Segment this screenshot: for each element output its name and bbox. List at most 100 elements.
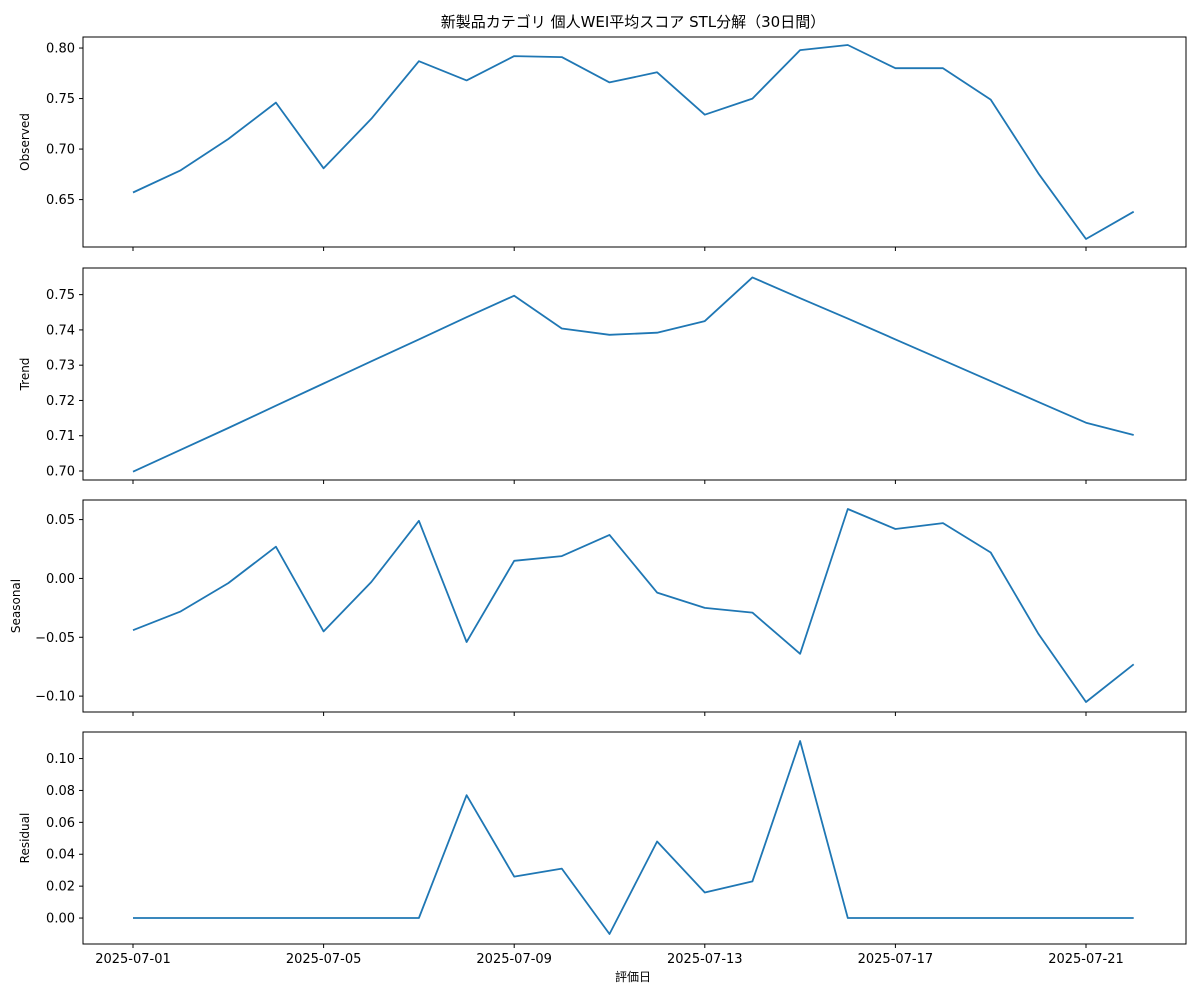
data-point [132, 629, 134, 631]
y-tick-label: 0.75 [46, 92, 75, 107]
data-point [609, 334, 611, 336]
data-point [370, 118, 372, 120]
data-point [656, 592, 658, 594]
data-point [1085, 422, 1087, 424]
panel-frame [82, 731, 1187, 945]
y-tick-label: 0.72 [46, 394, 75, 409]
panel-residual: 0.10 0.08 0.06 0.04 0.02 0.00 Residual [18, 731, 1187, 948]
data-point [227, 917, 229, 919]
data-point [1133, 211, 1135, 213]
data-point [370, 360, 372, 362]
data-point [942, 67, 944, 69]
data-point [799, 653, 801, 655]
data-point [656, 840, 658, 842]
x-tick-label: 2025-07-13 [667, 952, 743, 967]
panel-observed: 0.65 0.70 0.75 0.80 Observed [18, 36, 1187, 251]
x-tick-label: 2025-07-05 [286, 952, 362, 967]
data-point [132, 917, 134, 919]
data-point [466, 316, 468, 318]
data-point [513, 560, 515, 562]
data-point [1133, 917, 1135, 919]
data-point [609, 534, 611, 536]
data-point [370, 917, 372, 919]
panel-seasonal: 0.05 0.00 −0.05 −0.10 Seasonal [9, 499, 1187, 716]
data-point [894, 67, 896, 69]
data-point [513, 55, 515, 57]
panel-trend: 0.70 0.71 0.72 0.73 0.74 0.75 Trend [18, 267, 1187, 484]
panel-frame [82, 499, 1187, 713]
data-point [227, 138, 229, 140]
data-point [656, 332, 658, 334]
data-point [1037, 633, 1039, 635]
x-tick-label: 2025-07-09 [476, 952, 552, 967]
data-point [180, 917, 182, 919]
y-tick-label: 0.65 [46, 193, 75, 208]
data-point [275, 102, 277, 104]
y-tick-label: 0.10 [46, 752, 75, 767]
y-tick-label: 0.00 [46, 572, 75, 587]
y-axis-label: Observed [18, 113, 32, 171]
data-point [180, 449, 182, 451]
data-point [609, 81, 611, 83]
data-point [227, 582, 229, 584]
data-point [323, 917, 325, 919]
data-point [990, 552, 992, 554]
data-point [1037, 401, 1039, 403]
data-point [370, 581, 372, 583]
chart-title: 新製品カテゴリ 個人WEI平均スコア STL分解（30日間） [441, 13, 825, 31]
data-point [799, 297, 801, 299]
data-point [561, 56, 563, 58]
data-point [847, 44, 849, 46]
data-point [1037, 172, 1039, 174]
data-point [942, 917, 944, 919]
y-tick-label: 0.73 [46, 359, 75, 374]
data-point [275, 405, 277, 407]
data-point [1037, 917, 1039, 919]
data-point [751, 276, 753, 278]
y-tick-label: 0.80 [46, 42, 75, 57]
data-point [323, 167, 325, 169]
panel-frame [82, 36, 1187, 248]
data-point [751, 612, 753, 614]
data-point [418, 917, 420, 919]
data-point [466, 641, 468, 643]
data-point [704, 320, 706, 322]
data-point [466, 794, 468, 796]
data-point [132, 192, 134, 194]
y-tick-label: 0.08 [46, 784, 75, 799]
series-line-observed [132, 44, 1135, 240]
data-point [990, 917, 992, 919]
data-point [513, 295, 515, 297]
data-point [561, 327, 563, 329]
data-point [656, 71, 658, 73]
y-tick-label: 0.71 [46, 429, 75, 444]
data-point [275, 546, 277, 548]
data-point [561, 868, 563, 870]
data-point [990, 99, 992, 101]
data-point [132, 471, 134, 473]
y-tick-label: 0.02 [46, 880, 75, 895]
data-point [227, 427, 229, 429]
y-tick-label: 0.04 [46, 848, 75, 863]
data-point [323, 630, 325, 632]
data-point [466, 79, 468, 81]
x-axis-label: 評価日 [615, 969, 651, 984]
y-tick-label: 0.05 [46, 513, 75, 528]
data-point [942, 522, 944, 524]
data-point [609, 933, 611, 935]
data-point [418, 338, 420, 340]
x-tick-label: 2025-07-21 [1048, 952, 1124, 967]
series-line-residual [133, 740, 1134, 935]
y-tick-label: 0.70 [46, 465, 75, 480]
data-point [180, 169, 182, 171]
x-tick-label: 2025-07-17 [858, 952, 934, 967]
data-point [1133, 434, 1135, 436]
data-point [180, 610, 182, 612]
data-point [847, 917, 849, 919]
data-point [751, 98, 753, 100]
data-point [894, 528, 896, 530]
y-tick-label: −0.05 [35, 631, 75, 646]
data-point [799, 49, 801, 51]
data-point [1085, 917, 1087, 919]
